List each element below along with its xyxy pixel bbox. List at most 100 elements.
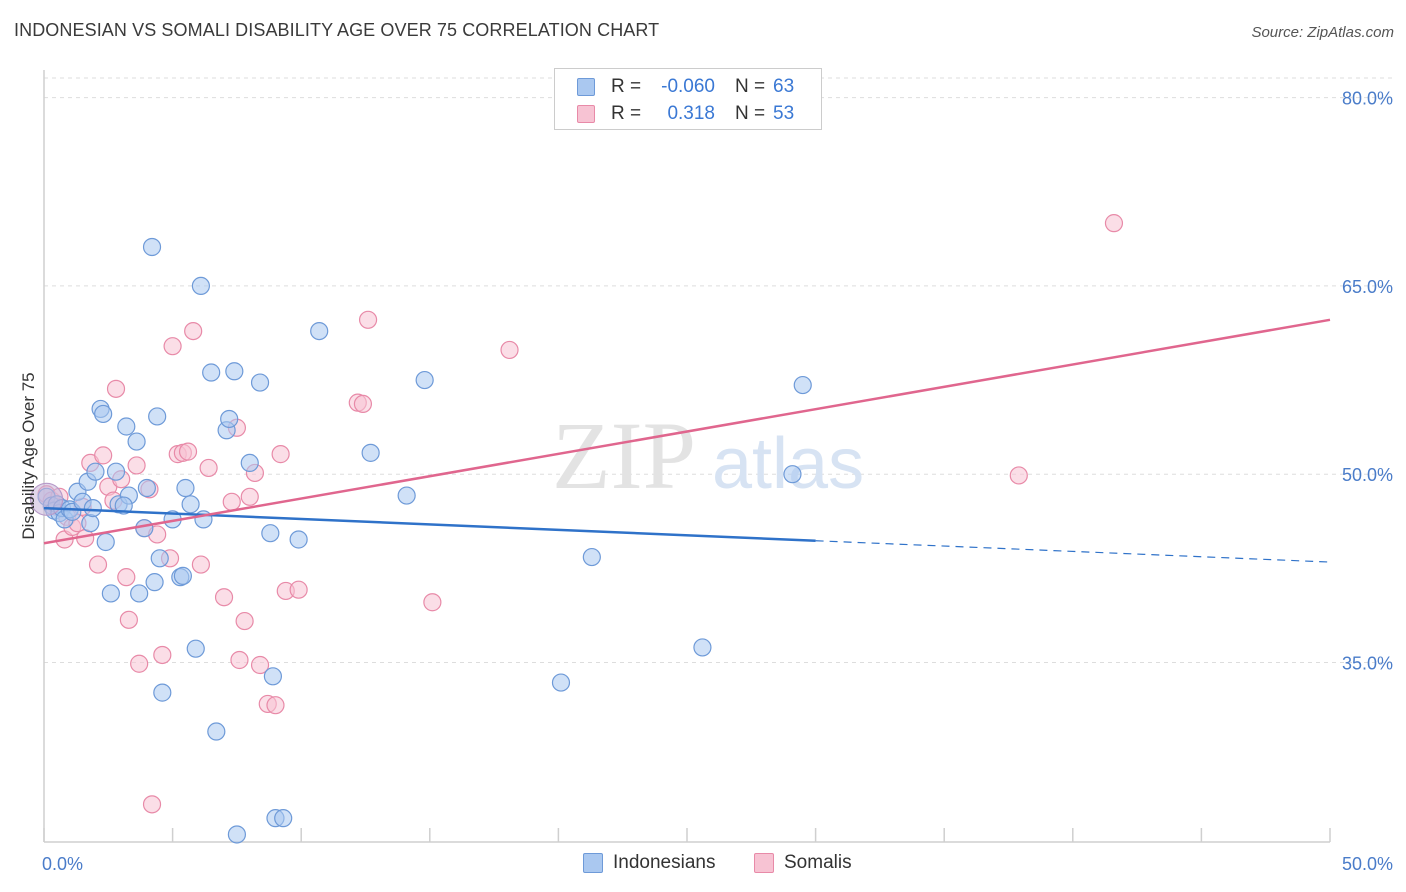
indonesians-point[interactable]	[86, 462, 105, 481]
indonesians-point[interactable]	[101, 584, 120, 603]
indonesians-point[interactable]	[693, 638, 712, 657]
indonesians-point[interactable]	[240, 453, 259, 473]
somalis-point[interactable]	[178, 442, 198, 461]
legend-row-indonesians: R = -0.060 N = 63	[577, 74, 794, 100]
somalis-point[interactable]	[106, 379, 126, 398]
somalis-point[interactable]	[423, 593, 442, 612]
indonesians-point[interactable]	[220, 409, 239, 429]
indonesians-point[interactable]	[106, 462, 126, 481]
indonesians-point[interactable]	[551, 673, 571, 692]
y-axis-label: Disability Age Over 75	[19, 372, 38, 539]
somalis-point[interactable]	[230, 650, 249, 670]
legend-item-somalis[interactable]: Somalis	[754, 852, 852, 874]
indonesians-point[interactable]	[397, 486, 416, 505]
n-value: 63	[773, 76, 795, 97]
r-label: R =	[611, 76, 642, 97]
indonesians-point[interactable]	[289, 530, 308, 549]
indonesians-point[interactable]	[117, 417, 136, 436]
indonesians-point[interactable]	[207, 722, 226, 741]
indonesians-point[interactable]	[83, 498, 102, 518]
x-tick-label: 0.0%	[42, 854, 83, 874]
somalis-point[interactable]	[127, 456, 146, 475]
somalis-point[interactable]	[271, 445, 290, 464]
watermark: ZIP atlas	[552, 402, 864, 509]
indonesians-point[interactable]	[181, 495, 200, 514]
somalis-point[interactable]	[163, 337, 182, 356]
n-value: 53	[773, 103, 795, 124]
somalis-point[interactable]	[153, 645, 172, 665]
legend-label: Indonesians	[613, 852, 716, 873]
indonesians-trend-line	[43, 506, 816, 542]
somalis-point[interactable]	[235, 611, 254, 631]
somalis-point[interactable]	[353, 394, 373, 414]
r-label: R =	[611, 103, 642, 124]
indonesians-point[interactable]	[145, 573, 164, 592]
indonesians-point[interactable]	[783, 465, 802, 484]
indonesians-point[interactable]	[191, 276, 210, 296]
indonesians-legend-swatch	[583, 853, 603, 873]
indonesians-point[interactable]	[96, 532, 115, 552]
indonesians-point[interactable]	[114, 496, 133, 515]
somalis-trend-line	[43, 318, 1331, 545]
somalis-point[interactable]	[358, 310, 378, 329]
grid-lines	[44, 77, 1392, 663]
legend-label: Somalis	[784, 852, 852, 873]
indonesians-point[interactable]	[202, 363, 221, 382]
indonesians-point[interactable]	[148, 407, 167, 426]
indonesians-point[interactable]	[135, 519, 154, 538]
tick-labels: 35.0% 50.0% 65.0% 80.0% 0.0% 50.0%	[42, 89, 1393, 874]
trend-lines	[43, 318, 1331, 563]
indonesians-point[interactable]	[137, 478, 156, 498]
somalis-point[interactable]	[130, 654, 149, 673]
indonesians-point[interactable]	[130, 584, 149, 603]
somalis-point[interactable]	[88, 555, 108, 574]
somalis-point[interactable]	[199, 458, 218, 478]
somalis-point[interactable]	[266, 696, 285, 715]
n-label: N =	[735, 103, 766, 124]
somalis-point[interactable]	[222, 492, 241, 511]
indonesians-point[interactable]	[176, 478, 195, 498]
stats-legend: R = -0.060 N = 63 R = 0.318 N = 53	[554, 68, 822, 130]
legend-row-somalis: R = 0.318 N = 53	[577, 101, 794, 127]
somalis-point[interactable]	[119, 610, 138, 629]
somalis-point[interactable]	[117, 568, 136, 587]
somalis-point[interactable]	[142, 795, 162, 814]
somalis-point[interactable]	[214, 588, 234, 607]
x-tick-label: 50.0%	[1342, 854, 1393, 874]
indonesians-point[interactable]	[415, 370, 434, 390]
indonesians-point[interactable]	[274, 809, 293, 828]
indonesians-point[interactable]	[582, 547, 601, 567]
somalis-point[interactable]	[289, 580, 308, 599]
indonesians-point[interactable]	[310, 321, 329, 341]
somalis-point[interactable]	[191, 555, 210, 574]
somalis-point[interactable]	[1104, 214, 1124, 233]
indonesians-point[interactable]	[81, 514, 100, 533]
indonesians-point[interactable]	[227, 825, 246, 844]
indonesians-point[interactable]	[250, 373, 270, 392]
indonesians-point[interactable]	[173, 566, 192, 585]
somalis-legend-swatch	[754, 853, 774, 873]
somalis-point[interactable]	[1009, 466, 1028, 485]
somalis-point[interactable]	[94, 446, 113, 465]
somalis-point[interactable]	[184, 321, 203, 341]
indonesians-point[interactable]	[361, 443, 380, 462]
indonesians-point[interactable]	[263, 667, 283, 686]
axes	[43, 70, 1331, 843]
chart-title: INDONESIAN VS SOMALI DISABILITY AGE OVER…	[14, 20, 660, 40]
indonesians-point[interactable]	[150, 549, 169, 568]
source-label: Source: ZipAtlas.com	[1251, 24, 1394, 41]
watermark-zip: ZIP	[552, 402, 696, 509]
indonesians-point[interactable]	[261, 524, 280, 543]
indonesians-point[interactable]	[225, 362, 244, 381]
indonesians-point[interactable]	[142, 237, 162, 257]
indonesians-point[interactable]	[153, 683, 172, 702]
legend-item-indonesians[interactable]: Indonesians	[583, 852, 715, 874]
somalis-point[interactable]	[250, 655, 270, 675]
indonesians-point[interactable]	[94, 404, 113, 424]
indonesians-point[interactable]	[127, 432, 146, 451]
indonesians-point[interactable]	[186, 639, 205, 658]
somalis-point[interactable]	[240, 487, 259, 506]
somalis-point[interactable]	[500, 340, 519, 360]
indonesians-point[interactable]	[793, 375, 812, 395]
